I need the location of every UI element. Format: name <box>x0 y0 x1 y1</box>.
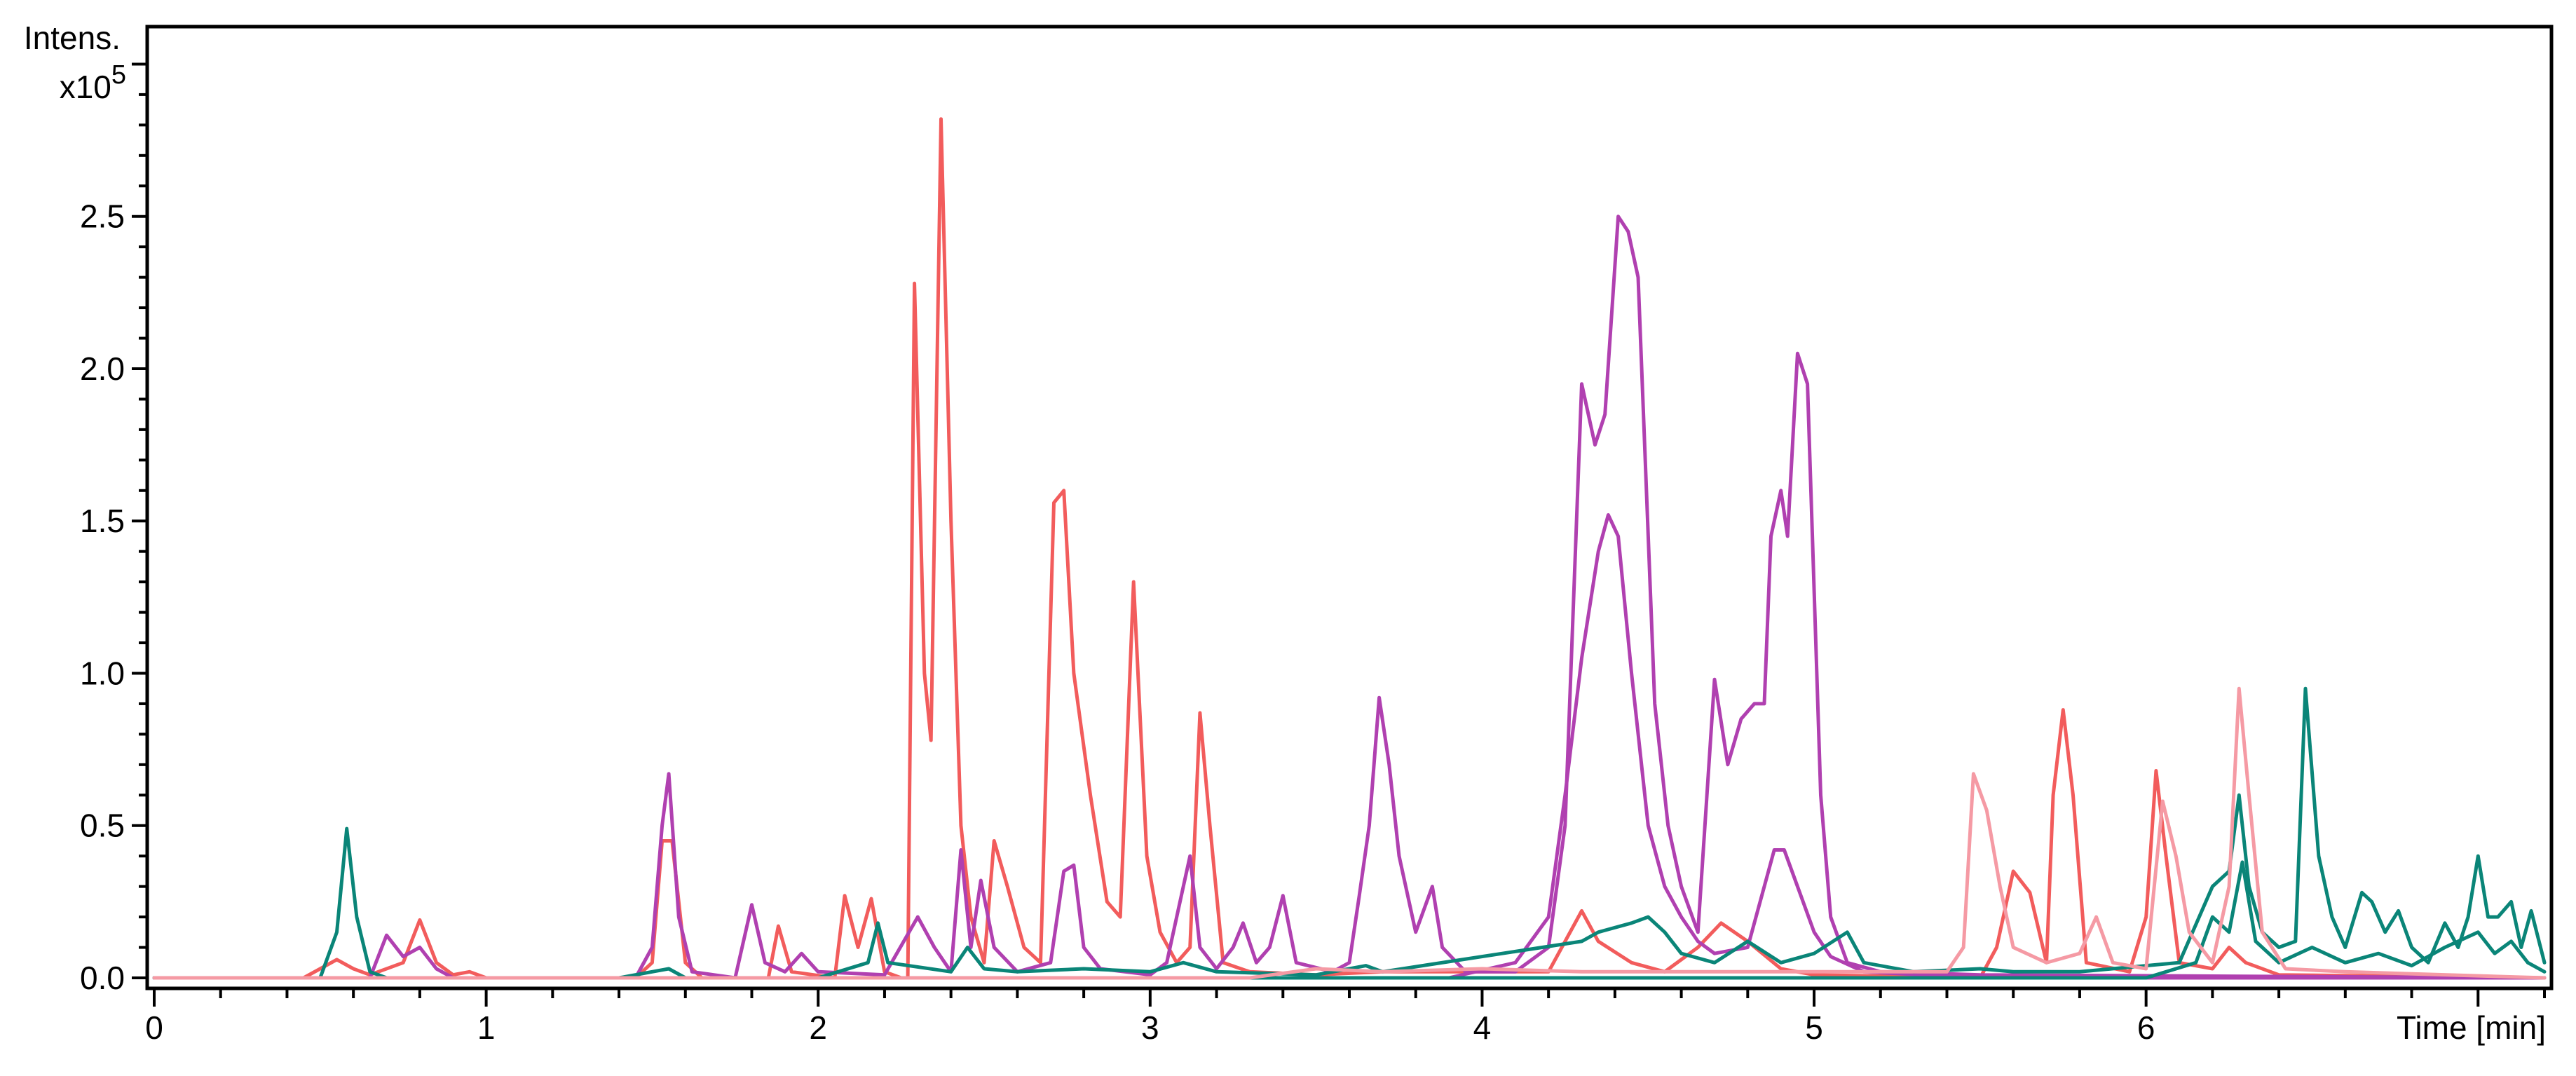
y-tick-label: 0.0 <box>80 960 125 996</box>
y-tick-label: 1.5 <box>80 503 125 539</box>
y-axis-scale-base: x10 <box>60 69 111 105</box>
y-axis-scale-label: x105 <box>60 60 126 105</box>
x-tick-label: 3 <box>1141 1009 1159 1046</box>
y-tick-label: 1.0 <box>80 655 125 691</box>
y-tick-label: 2.5 <box>80 198 125 235</box>
x-tick-label: 0 <box>145 1009 163 1046</box>
series-line-3 <box>152 513 2547 980</box>
series-line-1 <box>152 117 2547 980</box>
series-layer <box>152 117 2547 980</box>
axis-layer: 0.0 0.5 1.0 1.5 2.0 2.5 0 1 2 3 4 5 6 <box>80 62 2546 1046</box>
y-tick-label: 2.0 <box>80 350 125 387</box>
x-tick-label: 4 <box>1473 1009 1492 1046</box>
y-tick-label: 0.5 <box>80 808 125 844</box>
series-line-6 <box>152 686 2547 980</box>
y-axis-scale-exponent: 5 <box>111 60 126 90</box>
series-line-4 <box>152 686 2547 980</box>
x-tick-label: 1 <box>477 1009 496 1046</box>
series-line-2 <box>152 214 2547 980</box>
x-tick-label: 2 <box>809 1009 827 1046</box>
y-axis-title: Intens. <box>24 20 121 56</box>
x-tick-label: 6 <box>2137 1009 2155 1046</box>
series-line-5 <box>152 860 2547 980</box>
x-tick-label: 5 <box>1805 1009 1823 1046</box>
x-axis-title: Time [min] <box>2397 1009 2546 1046</box>
